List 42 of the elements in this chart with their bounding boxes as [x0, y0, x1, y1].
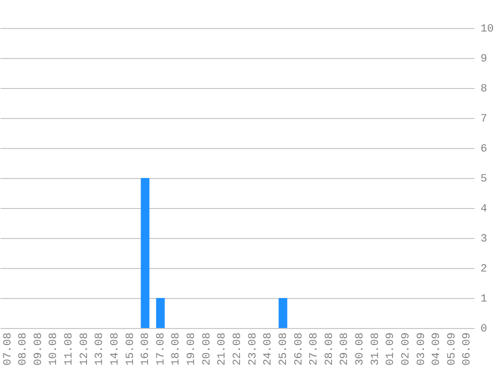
x-tick-label: 29.08: [339, 332, 352, 366]
x-tick-label: 31.08: [370, 332, 382, 366]
x-tick-label: 18.08: [170, 332, 183, 366]
x-tick-label: 10.08: [48, 332, 60, 366]
x-tick-label: 09.08: [32, 332, 45, 366]
y-tick-label: 10: [480, 24, 494, 36]
y-tick-label: 0: [480, 324, 488, 336]
x-tick-label: 07.08: [2, 332, 14, 366]
x-tick-label: 24.08: [262, 332, 275, 366]
x-tick-label: 14.08: [109, 332, 122, 366]
x-tick-label: 15.08: [124, 332, 137, 366]
y-tick-label: 7: [480, 114, 488, 126]
x-tick-label: 05.09: [446, 332, 458, 366]
x-tick-label: 03.09: [416, 332, 428, 366]
y-tick-label: 8: [480, 84, 488, 96]
y-tick-label: 6: [480, 144, 488, 156]
x-tick-label: 19.08: [186, 332, 198, 366]
x-tick-label: 26.08: [293, 332, 306, 366]
x-tick-label: 04.09: [431, 332, 444, 366]
x-tick-label: 06.09: [462, 332, 474, 366]
x-tick-label: 13.08: [94, 332, 106, 366]
y-tick-label: 3: [480, 234, 488, 246]
x-tick-label: 20.08: [201, 332, 214, 366]
x-tick-label: 16.08: [140, 332, 152, 366]
x-tick-label: 28.08: [324, 332, 336, 366]
x-tick-label: 21.08: [216, 332, 229, 366]
y-tick-label: 5: [480, 174, 488, 186]
x-tick-label: 11.08: [64, 332, 76, 366]
y-tick-label: 4: [480, 204, 488, 216]
y-tick-label: 9: [480, 54, 488, 66]
x-tick-label: 01.09: [385, 332, 398, 366]
x-tick-label: 17.08: [155, 332, 168, 366]
x-tick-label: 25.08: [278, 332, 290, 366]
x-tick-label: 23.08: [247, 332, 260, 366]
x-tick-label: 12.08: [78, 332, 91, 366]
y-tick-label: 2: [480, 264, 488, 276]
x-tick-label: 22.08: [232, 332, 244, 366]
x-tick-label: 27.08: [308, 332, 321, 366]
x-tick-label: 02.09: [400, 332, 412, 366]
y-tick-label: 1: [480, 294, 488, 306]
x-tick-label: 30.08: [354, 332, 367, 366]
x-tick-label: 08.08: [18, 332, 30, 366]
